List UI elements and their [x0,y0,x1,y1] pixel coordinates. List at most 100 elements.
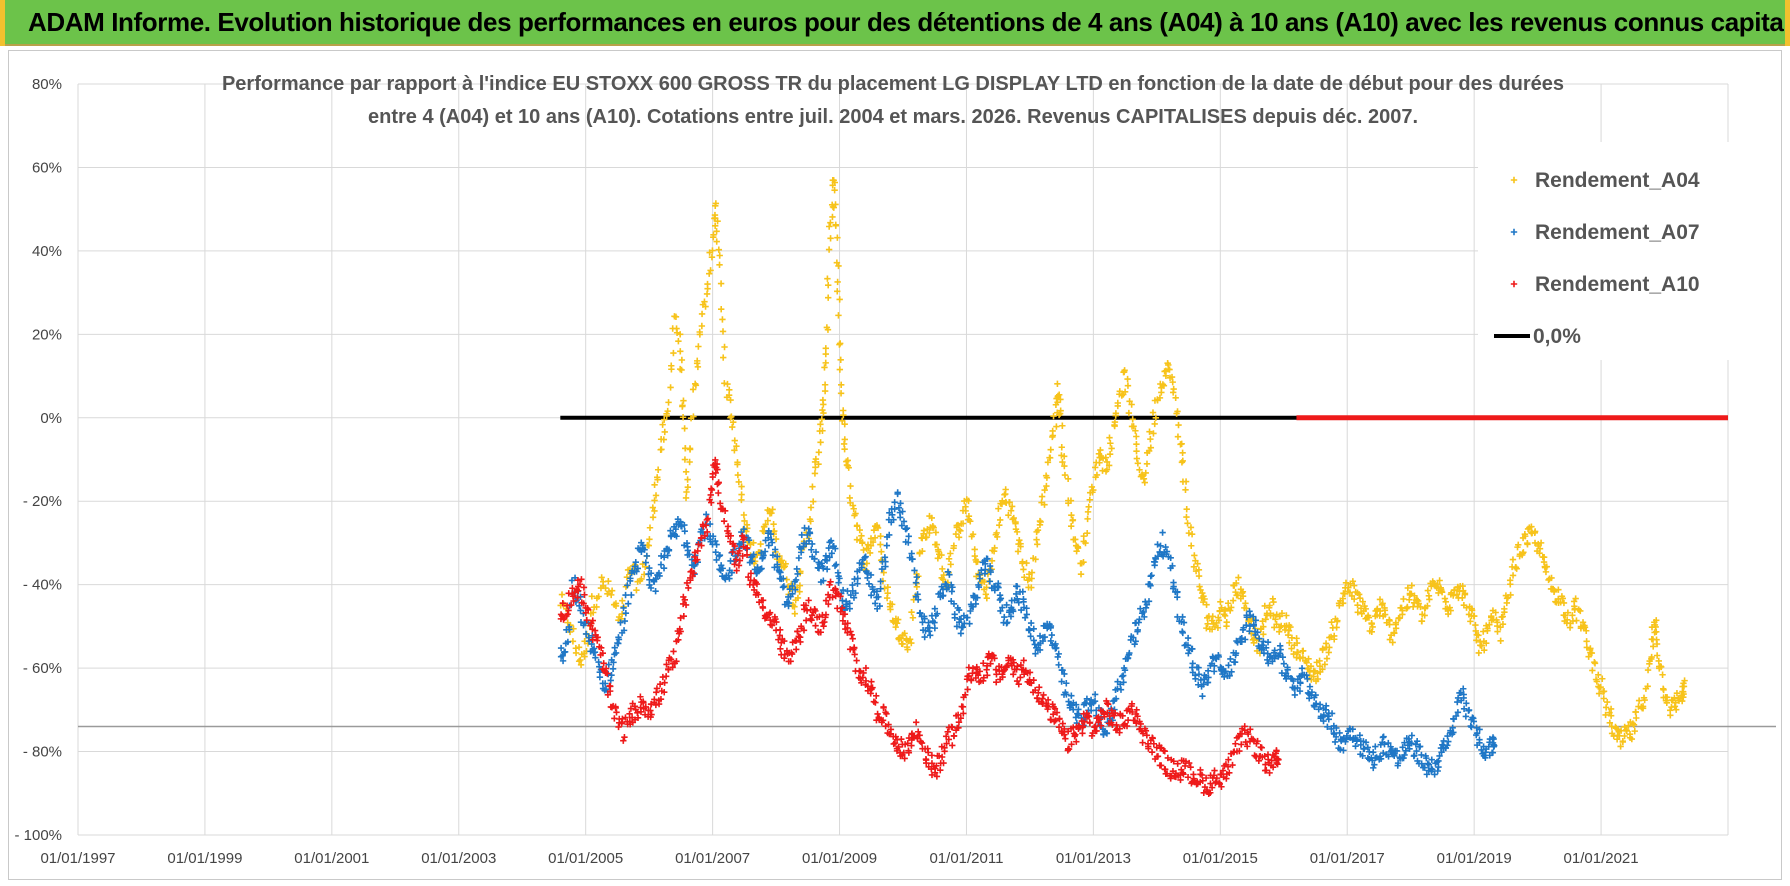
data-point [1091,698,1099,705]
data-point [846,600,853,607]
data-point [861,554,868,561]
data-point [941,744,948,751]
data-point [903,525,911,532]
data-point [837,356,844,364]
data-point [991,587,999,594]
data-point [682,494,690,502]
data-point [955,719,963,726]
data-point [1583,627,1590,634]
data-point [651,481,658,488]
legend-label: Rendement_A10 [1535,273,1700,296]
data-point [1160,382,1168,389]
data-point [818,560,825,567]
legend-label: Rendement_A04 [1535,169,1700,192]
data-point [1036,646,1044,654]
data-point [1359,752,1366,760]
data-point [893,619,901,627]
data-point [962,503,969,510]
data-point [1246,608,1253,615]
data-point [612,649,620,657]
data-point [735,562,743,569]
data-point [1460,685,1467,692]
data-point [1663,694,1671,701]
data-point [1319,666,1326,673]
data-point [716,566,723,573]
data-point [584,606,592,613]
page-title: ADAM Informe. Evolution historique des p… [28,7,1790,37]
data-point [649,504,657,511]
data-point [837,593,844,600]
data-point [770,521,777,528]
data-point [1418,618,1425,625]
data-point [851,651,858,658]
data-point [950,600,958,607]
data-point [1048,631,1055,639]
data-point [1399,607,1406,614]
data-point [721,507,729,514]
data-point [1117,686,1125,693]
data-point [834,278,841,286]
data-point [1320,717,1327,725]
data-point [1174,593,1181,601]
data-point [738,496,745,504]
data-point [1404,584,1412,592]
data-point [626,710,633,717]
data-point [883,710,890,717]
data-point [968,677,975,684]
data-point [838,417,846,425]
data-point [831,179,839,186]
data-point [1232,740,1239,747]
data-point [713,460,721,468]
data-point [1133,440,1140,448]
data-point [1027,633,1034,640]
data-point [1124,654,1132,662]
data-point [1182,758,1190,765]
data-point [1349,578,1357,585]
data-point [1071,733,1078,740]
data-point [678,366,685,374]
data-point [1023,605,1030,612]
data-point [827,235,834,242]
data-point [1269,764,1277,771]
data-point [891,739,899,747]
data-point [1238,638,1245,645]
data-point [1524,541,1531,548]
data-point [1053,423,1060,430]
data-point [901,755,908,762]
data-point [1236,747,1243,755]
data-point [837,390,845,397]
data-point [591,648,599,656]
data-point [1475,632,1482,639]
data-point [1559,595,1567,602]
data-point [1232,579,1240,587]
data-point [1424,587,1432,594]
data-point [660,554,668,561]
data-point [883,542,891,549]
data-point [960,710,967,717]
data-point [1408,740,1415,747]
data-point [774,553,781,560]
data-point [879,717,887,724]
data-point [923,759,930,767]
data-point [1092,464,1099,471]
data-point [1073,547,1080,555]
data-point [1270,612,1277,619]
data-point [1400,754,1407,762]
data-point [1151,420,1158,428]
data-point [1172,394,1179,402]
data-point [957,714,965,722]
data-point [1140,608,1147,616]
data-point [1573,617,1580,624]
data-point [952,530,960,538]
data-point [832,201,839,208]
data-point [1371,761,1378,768]
data-point [1354,609,1361,616]
data-point [651,497,658,504]
data-point [712,202,719,210]
data-point [1370,764,1377,772]
data-point [786,586,793,593]
data-point [1178,440,1185,447]
data-point [1531,529,1538,537]
x-tick-label: 01/01/2005 [548,850,623,867]
data-point [1026,669,1034,676]
